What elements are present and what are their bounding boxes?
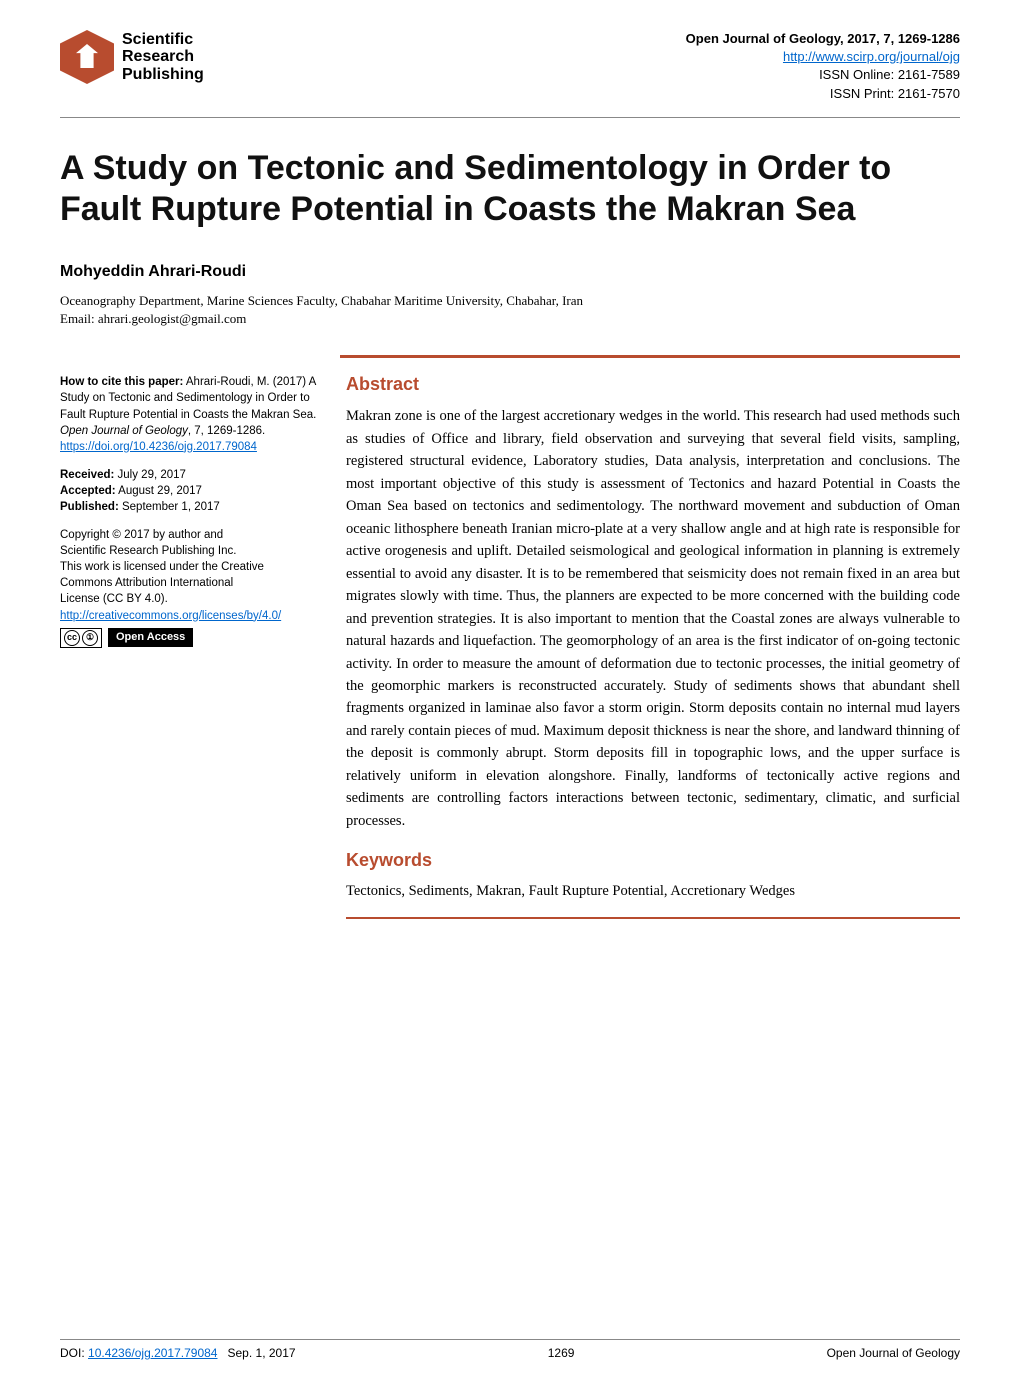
accent-rule-bottom <box>346 917 960 919</box>
published-date: September 1, 2017 <box>119 501 220 513</box>
issn-online: ISSN Online: 2161-7589 <box>686 66 960 84</box>
cite-label: How to cite this paper: <box>60 376 183 388</box>
publisher-logo-icon <box>60 30 114 84</box>
by-glyph: ① <box>82 630 98 646</box>
footer-doi-link[interactable]: 10.4236/ojg.2017.79084 <box>88 1346 217 1360</box>
publisher-name: Scientific Research Publishing <box>122 31 204 84</box>
footer: DOI: 10.4236/ojg.2017.79084 Sep. 1, 2017… <box>60 1339 960 1360</box>
received-date: July 29, 2017 <box>114 469 186 481</box>
footer-doi-label: DOI: <box>60 1346 88 1360</box>
cc-badge-icon: cc ① <box>60 628 102 648</box>
cc-glyph: cc <box>64 630 80 646</box>
copyright-line: License (CC BY 4.0). <box>60 591 324 607</box>
published-label: Published: <box>60 501 119 513</box>
cite-journal: Open Journal of Geology <box>60 425 188 437</box>
author-affiliation: Oceanography Department, Marine Sciences… <box>0 281 1020 309</box>
publisher-line: Scientific <box>122 31 204 49</box>
doi-link[interactable]: https://doi.org/10.4236/ojg.2017.79084 <box>60 441 257 453</box>
cc-badge-row: cc ① Open Access <box>60 628 324 648</box>
accepted-date: August 29, 2017 <box>116 485 202 497</box>
dates-block: Received: July 29, 2017 Accepted: August… <box>60 467 324 515</box>
license-block: Copyright © 2017 by author and Scientifi… <box>60 527 324 648</box>
footer-page: 1269 <box>548 1346 575 1360</box>
copyright-line: Scientific Research Publishing Inc. <box>60 543 324 559</box>
footer-date: Sep. 1, 2017 <box>228 1346 296 1360</box>
cite-volpage: , 7, 1269-1286. <box>188 425 265 437</box>
sidebar: How to cite this paper: Ahrari-Roudi, M.… <box>60 374 324 919</box>
author-name: Mohyeddin Ahrari-Roudi <box>0 229 1020 281</box>
issn-print: ISSN Print: 2161-7570 <box>686 85 960 103</box>
received-label: Received: <box>60 469 114 481</box>
main-content: Abstract Makran zone is one of the large… <box>346 374 960 919</box>
open-access-badge: Open Access <box>108 628 193 647</box>
keywords-heading: Keywords <box>346 850 960 871</box>
keywords-body: Tectonics, Sediments, Makran, Fault Rupt… <box>346 881 960 903</box>
author-email: Email: ahrari.geologist@gmail.com <box>0 309 1020 327</box>
header: Scientific Research Publishing Open Jour… <box>0 0 1020 113</box>
cc-url-link[interactable]: http://creativecommons.org/licenses/by/4… <box>60 610 281 622</box>
journal-info: Open Journal of Geology, 2017, 7, 1269-1… <box>686 30 960 103</box>
abstract-body: Makran zone is one of the largest accret… <box>346 405 960 832</box>
copyright-line: This work is licensed under the Creative <box>60 559 324 575</box>
journal-url-link[interactable]: http://www.scirp.org/journal/ojg <box>783 49 960 64</box>
citation-block: How to cite this paper: Ahrari-Roudi, M.… <box>60 374 324 454</box>
publisher-line: Publishing <box>122 66 204 84</box>
main-columns: How to cite this paper: Ahrari-Roudi, M.… <box>0 358 1020 919</box>
copyright-line: Commons Attribution International <box>60 575 324 591</box>
journal-title-line: Open Journal of Geology, 2017, 7, 1269-1… <box>686 30 960 48</box>
footer-left: DOI: 10.4236/ojg.2017.79084 Sep. 1, 2017 <box>60 1346 296 1360</box>
publisher-line: Research <box>122 48 204 66</box>
publisher-logo-block: Scientific Research Publishing <box>60 30 204 84</box>
accepted-label: Accepted: <box>60 485 116 497</box>
footer-journal: Open Journal of Geology <box>827 1346 960 1360</box>
copyright-line: Copyright © 2017 by author and <box>60 527 324 543</box>
paper-title: A Study on Tectonic and Sedimentology in… <box>0 118 1020 230</box>
abstract-heading: Abstract <box>346 374 960 395</box>
